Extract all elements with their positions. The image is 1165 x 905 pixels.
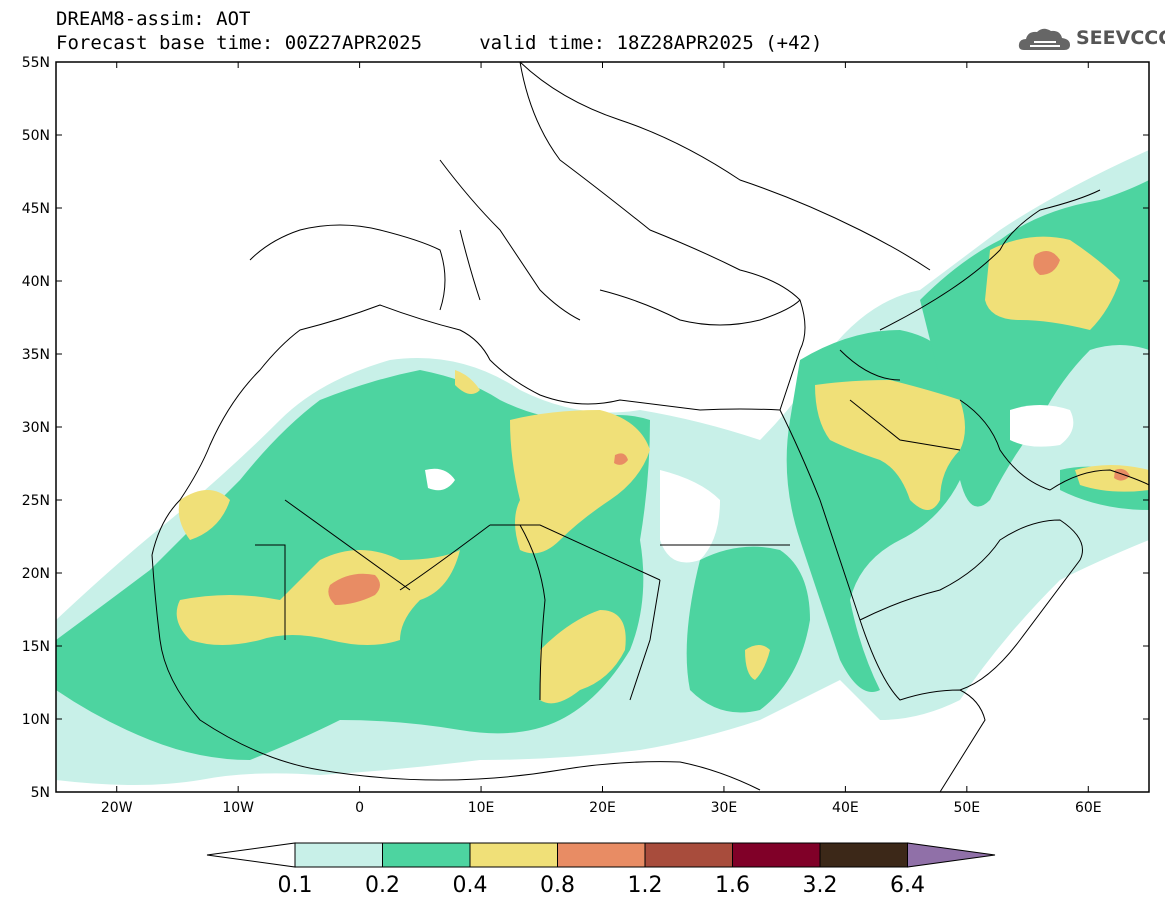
colorbar-over-arrow bbox=[907, 842, 996, 868]
colorbar-level-label: 1.6 bbox=[715, 873, 750, 898]
lat-tick-label: 25N bbox=[22, 493, 50, 509]
forecast-times: Forecast base time: 00Z27APR2025 valid t… bbox=[56, 32, 823, 54]
lon-tick-label: 60E bbox=[1075, 800, 1102, 816]
lon-tick-label: 0 bbox=[355, 800, 364, 816]
lon-tick-label: 40E bbox=[832, 800, 859, 816]
map-title: DREAM8-assim: AOT bbox=[56, 8, 251, 30]
lon-tick-label: 20W bbox=[101, 800, 133, 816]
lat-tick-label: 55N bbox=[22, 55, 50, 71]
colorbar-level-label: 1.2 bbox=[628, 873, 663, 898]
logo-text: SEEVCCC bbox=[1076, 27, 1165, 49]
lat-tick-label: 20N bbox=[22, 566, 50, 582]
lon-tick-label: 10E bbox=[468, 800, 495, 816]
lat-tick-label: 5N bbox=[31, 785, 50, 801]
colorbar-level-label: 6.4 bbox=[890, 873, 925, 898]
latitude-axis: 55N 50N 45N 40N 35N 30N 25N 20N 15N 10N 5N bbox=[22, 55, 1149, 801]
colorbar-bin bbox=[732, 842, 821, 868]
longitude-axis: 20W 10W 0 10E 20E 30E 40E 50E 60E bbox=[101, 62, 1102, 816]
lat-tick-label: 30N bbox=[22, 420, 50, 436]
lon-tick-label: 30E bbox=[711, 800, 738, 816]
colorbar-level-label: 0.4 bbox=[453, 873, 488, 898]
colorbar-bin bbox=[382, 842, 471, 868]
colorbar-bin bbox=[469, 842, 558, 868]
colorbar-level-label: 0.8 bbox=[540, 873, 575, 898]
cloud-logo-icon bbox=[1018, 28, 1070, 50]
lat-tick-label: 50N bbox=[22, 128, 50, 144]
colorbar-bin bbox=[819, 842, 908, 868]
colorbar-level-label: 0.2 bbox=[365, 873, 400, 898]
colorbar-level-label: 3.2 bbox=[803, 873, 838, 898]
lon-tick-label: 10W bbox=[222, 800, 254, 816]
lon-tick-label: 50E bbox=[953, 800, 980, 816]
colorbar: 0.1 0.2 0.4 0.8 1.2 1.6 3.2 6.4 bbox=[206, 842, 996, 898]
colorbar-bin bbox=[557, 842, 646, 868]
colorbar-under-arrow bbox=[206, 842, 296, 868]
lat-tick-label: 10N bbox=[22, 712, 50, 728]
colorbar-level-label: 0.1 bbox=[278, 873, 313, 898]
colorbar-bin bbox=[644, 842, 733, 868]
aot-field bbox=[56, 62, 1149, 792]
lat-tick-label: 40N bbox=[22, 274, 50, 290]
lat-tick-label: 45N bbox=[22, 201, 50, 217]
lon-tick-label: 20E bbox=[589, 800, 616, 816]
lat-tick-label: 35N bbox=[22, 347, 50, 363]
colorbar-bin bbox=[294, 842, 383, 868]
lat-tick-label: 15N bbox=[22, 639, 50, 655]
